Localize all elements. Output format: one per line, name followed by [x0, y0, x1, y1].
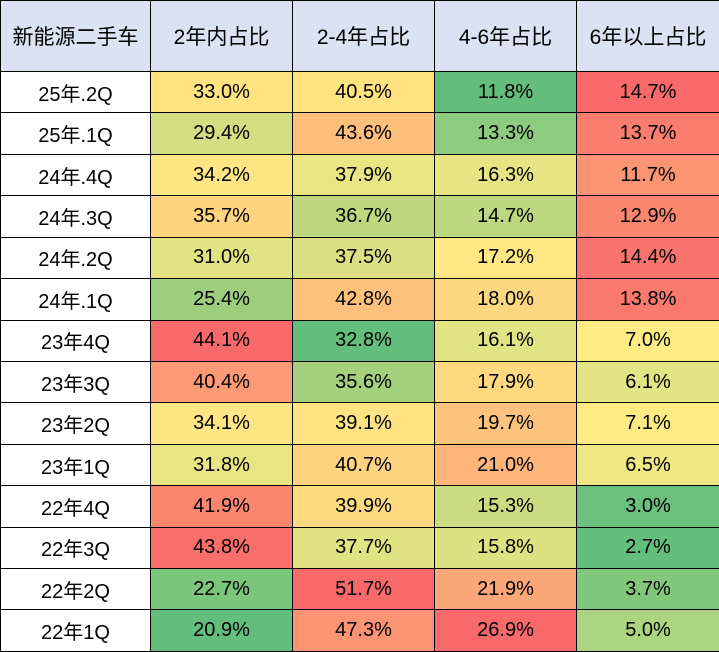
heatmap-cell: 20.9%: [150, 609, 293, 652]
row-label: 24年.4Q: [0, 153, 151, 197]
table-row: 24年.2Q 31.0% 37.5% 17.2% 14.4%: [0, 236, 719, 280]
column-header: 2年内占比: [150, 0, 293, 72]
heatmap-cell: 14.7%: [576, 70, 719, 114]
heatmap-cell: 35.7%: [150, 195, 293, 238]
heatmap-cell: 26.9%: [434, 609, 577, 652]
heatmap-cell: 17.2%: [434, 236, 577, 280]
column-header: 4-6年占比: [434, 0, 577, 72]
table-row: 24年.1Q 25.4% 42.8% 18.0% 13.8%: [0, 278, 719, 321]
heatmap-cell: 16.3%: [434, 153, 577, 197]
table-row: 22年2Q 22.7% 51.7% 21.9% 3.7%: [0, 568, 719, 611]
heatmap-cell: 43.6%: [292, 112, 435, 155]
heatmap-cell: 29.4%: [150, 112, 293, 155]
heatmap-cell: 51.7%: [292, 568, 435, 611]
table-row: 23年4Q 44.1% 32.8% 16.1% 7.0%: [0, 319, 719, 362]
heatmap-cell: 6.1%: [576, 360, 719, 404]
column-header: 6年以上占比: [576, 0, 719, 72]
heatmap-cell: 13.8%: [576, 278, 719, 321]
heatmap-cell: 33.0%: [150, 70, 293, 114]
heatmap-cell: 15.3%: [434, 485, 577, 528]
heatmap-cell: 34.1%: [150, 402, 293, 445]
row-header-title: 新能源二手车: [0, 0, 151, 72]
heatmap-cell: 11.7%: [576, 153, 719, 197]
table-row: 25年.2Q 33.0% 40.5% 11.8% 14.7%: [0, 70, 719, 114]
table-row: 22年4Q 41.9% 39.9% 15.3% 3.0%: [0, 485, 719, 528]
heatmap-cell: 31.8%: [150, 443, 293, 487]
heatmap-cell: 21.9%: [434, 568, 577, 611]
heatmap-cell: 40.4%: [150, 360, 293, 404]
heatmap-cell: 21.0%: [434, 443, 577, 487]
table-row: 23年3Q 40.4% 35.6% 17.9% 6.1%: [0, 360, 719, 404]
row-label: 23年3Q: [0, 360, 151, 404]
heatmap-cell: 13.7%: [576, 112, 719, 155]
row-label: 25年.1Q: [0, 112, 151, 155]
row-label: 23年4Q: [0, 319, 151, 362]
heatmap-cell: 37.5%: [292, 236, 435, 280]
heatmap-cell: 3.0%: [576, 485, 719, 528]
heatmap-cell: 14.4%: [576, 236, 719, 280]
table-row: 23年1Q 31.8% 40.7% 21.0% 6.5%: [0, 443, 719, 487]
heatmap-cell: 40.5%: [292, 70, 435, 114]
heatmap-cell: 36.7%: [292, 195, 435, 238]
heatmap-cell: 11.8%: [434, 70, 577, 114]
heatmap-cell: 37.9%: [292, 153, 435, 197]
row-label: 24年.3Q: [0, 195, 151, 238]
heatmap-cell: 41.9%: [150, 485, 293, 528]
row-label: 22年2Q: [0, 568, 151, 611]
header-row: 新能源二手车 2年内占比 2-4年占比 4-6年占比 6年以上占比: [0, 0, 719, 72]
heatmap-cell: 12.9%: [576, 195, 719, 238]
heatmap-cell: 35.6%: [292, 360, 435, 404]
table-row: 24年.4Q 34.2% 37.9% 16.3% 11.7%: [0, 153, 719, 197]
table-row: 24年.3Q 35.7% 36.7% 14.7% 12.9%: [0, 195, 719, 238]
heatmap-cell: 14.7%: [434, 195, 577, 238]
heatmap-cell: 44.1%: [150, 319, 293, 362]
heatmap-cell: 5.0%: [576, 609, 719, 652]
heatmap-cell: 39.1%: [292, 402, 435, 445]
table-body: 25年.2Q 33.0% 40.5% 11.8% 14.7% 25年.1Q 29.4% 43.…: [0, 70, 719, 652]
row-label: 25年.2Q: [0, 70, 151, 114]
table-row: 22年3Q 43.8% 37.7% 15.8% 2.7%: [0, 526, 719, 570]
heatmap-cell: 7.1%: [576, 402, 719, 445]
row-label: 23年1Q: [0, 443, 151, 487]
heatmap-cell: 31.0%: [150, 236, 293, 280]
heatmap-cell: 22.7%: [150, 568, 293, 611]
heatmap-cell: 16.1%: [434, 319, 577, 362]
heatmap-cell: 3.7%: [576, 568, 719, 611]
heatmap-cell: 6.5%: [576, 443, 719, 487]
row-label: 24年.1Q: [0, 278, 151, 321]
heatmap-cell: 40.7%: [292, 443, 435, 487]
heatmap-cell: 2.7%: [576, 526, 719, 570]
row-label: 22年4Q: [0, 485, 151, 528]
heatmap-cell: 17.9%: [434, 360, 577, 404]
column-header: 2-4年占比: [292, 0, 435, 72]
row-label: 24年.2Q: [0, 236, 151, 280]
heatmap-cell: 43.8%: [150, 526, 293, 570]
heatmap-cell: 19.7%: [434, 402, 577, 445]
heatmap-cell: 13.3%: [434, 112, 577, 155]
heatmap-cell: 34.2%: [150, 153, 293, 197]
heatmap-cell: 42.8%: [292, 278, 435, 321]
heatmap-cell: 18.0%: [434, 278, 577, 321]
heatmap-cell: 25.4%: [150, 278, 293, 321]
heatmap-cell: 7.0%: [576, 319, 719, 362]
table-row: 22年1Q 20.9% 47.3% 26.9% 5.0%: [0, 609, 719, 652]
table-row: 23年2Q 34.1% 39.1% 19.7% 7.1%: [0, 402, 719, 445]
heatmap-cell: 39.9%: [292, 485, 435, 528]
table-row: 25年.1Q 29.4% 43.6% 13.3% 13.7%: [0, 112, 719, 155]
heatmap-cell: 47.3%: [292, 609, 435, 652]
row-label: 22年1Q: [0, 609, 151, 652]
row-label: 22年3Q: [0, 526, 151, 570]
heatmap-cell: 37.7%: [292, 526, 435, 570]
heatmap-cell: 32.8%: [292, 319, 435, 362]
row-label: 23年2Q: [0, 402, 151, 445]
table-header: 新能源二手车 2年内占比 2-4年占比 4-6年占比 6年以上占比: [0, 0, 719, 72]
heatmap-cell: 15.8%: [434, 526, 577, 570]
